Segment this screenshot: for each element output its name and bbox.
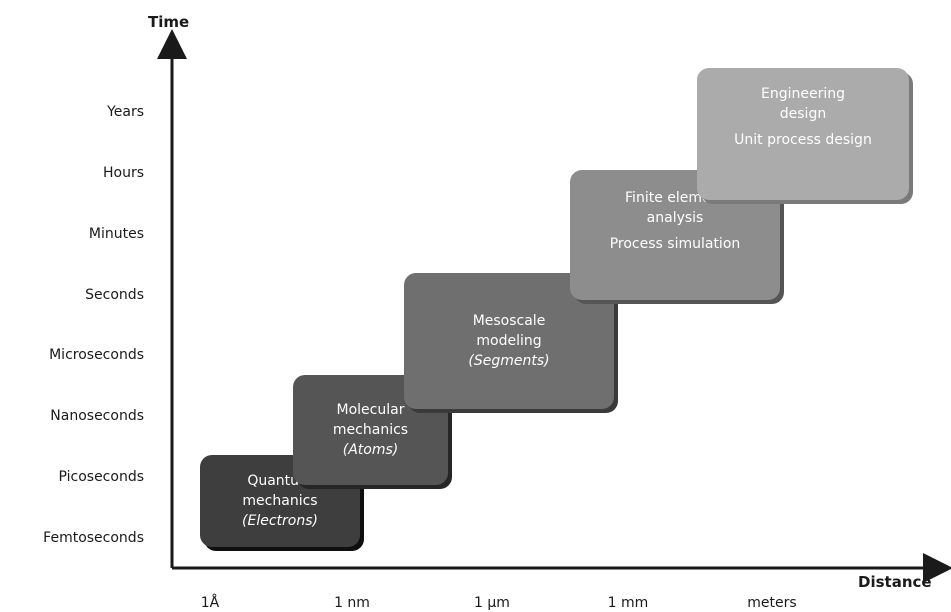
engineering-box-line1: Engineering <box>761 86 845 102</box>
mesoscale-box-line1: Mesoscale <box>472 313 546 329</box>
quantum-box-line2: mechanics <box>242 493 318 509</box>
engineering-box-line2: design <box>779 106 827 122</box>
y-tick-picoseconds: Picoseconds <box>58 469 144 485</box>
engineering-design-box: Engineering design Unit process design <box>697 68 909 200</box>
x-tick-millimeter: 1 mm <box>607 595 649 611</box>
molecular-box-line2: mechanics <box>332 422 409 438</box>
y-tick-microseconds: Microseconds <box>49 347 144 363</box>
y-tick-minutes: Minutes <box>88 226 144 242</box>
mesoscale-box-line2: modeling <box>476 333 542 349</box>
y-tick-years: Years <box>107 104 144 120</box>
molecular-box-line1: Molecular <box>336 402 405 418</box>
x-tick-angstrom: 1Å <box>200 595 220 611</box>
y-tick-hours: Hours <box>102 165 144 181</box>
quantum-box-line3: (Electrons) <box>242 513 318 529</box>
x-tick-nanometer: 1 nm <box>334 595 370 611</box>
y-tick-femtoseconds: Femtoseconds <box>43 530 144 546</box>
engineering-box-line3: Unit process design <box>734 132 872 148</box>
x-tick-micrometer: 1 µm <box>474 595 510 611</box>
mesoscale-box-line3: (Segments) <box>468 353 550 369</box>
finite-box-line3: Process simulation <box>609 236 741 252</box>
finite-box-line2: analysis <box>646 210 704 226</box>
x-axis-title: Distance <box>858 573 932 591</box>
y-axis-title: Time <box>148 13 190 31</box>
molecular-box-line3: (Atoms) <box>342 442 399 458</box>
x-tick-meters: meters <box>747 595 797 611</box>
y-tick-nanoseconds: Nanoseconds <box>50 408 144 424</box>
y-tick-seconds: Seconds <box>85 287 144 303</box>
